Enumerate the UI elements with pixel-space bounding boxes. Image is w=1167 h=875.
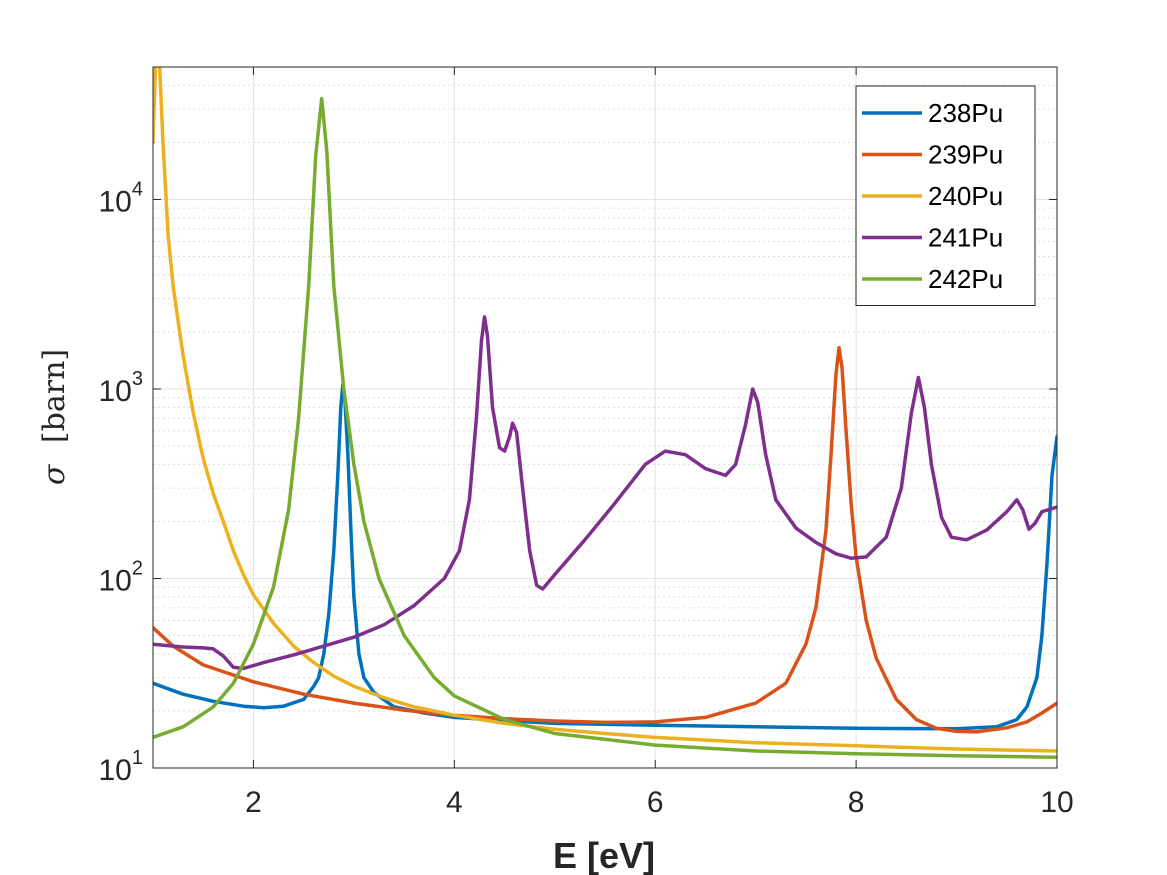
- series-line-242Pu: [153, 96, 1057, 759]
- x-axis-ticks: 2 4 6 8 10: [245, 67, 1074, 819]
- y-axis-unit: [barn]: [37, 349, 72, 443]
- x-tick-label: 10: [1040, 786, 1073, 819]
- y-tick-label: 101: [99, 747, 144, 787]
- x-tick-label: 8: [848, 786, 865, 819]
- x-axis-label: E [eV]: [553, 835, 655, 875]
- legend-label-241Pu: 241Pu: [928, 223, 1003, 253]
- series-line-241Pu: [153, 315, 1057, 671]
- series-layer: [153, 67, 1057, 759]
- x-tick-label: 2: [245, 786, 262, 819]
- series-lines: [153, 67, 1057, 759]
- y-tick-label: 104: [99, 178, 144, 218]
- legend-label-242Pu: 242Pu: [928, 264, 1003, 294]
- series-line-240Pu: [153, 67, 1057, 753]
- y-tick-label: 102: [99, 557, 144, 597]
- series-line-239Pu: [153, 346, 1057, 734]
- x-tick-label: 4: [446, 786, 463, 819]
- y-tick-label: 103: [99, 368, 144, 408]
- x-tick-label: 6: [647, 786, 664, 819]
- y-axis-ticks: 101 102 103 104: [99, 178, 1057, 787]
- y-axis-symbol: σ: [37, 463, 72, 485]
- legend-label-240Pu: 240Pu: [928, 181, 1003, 211]
- y-axis-label: σ [barn]: [37, 349, 72, 485]
- legend-label-238Pu: 238Pu: [928, 98, 1003, 128]
- legend-label-239Pu: 239Pu: [928, 140, 1003, 170]
- legend: 238Pu 239Pu 240Pu 241Pu 242Pu: [855, 85, 1036, 306]
- plot-frame: [152, 66, 1058, 769]
